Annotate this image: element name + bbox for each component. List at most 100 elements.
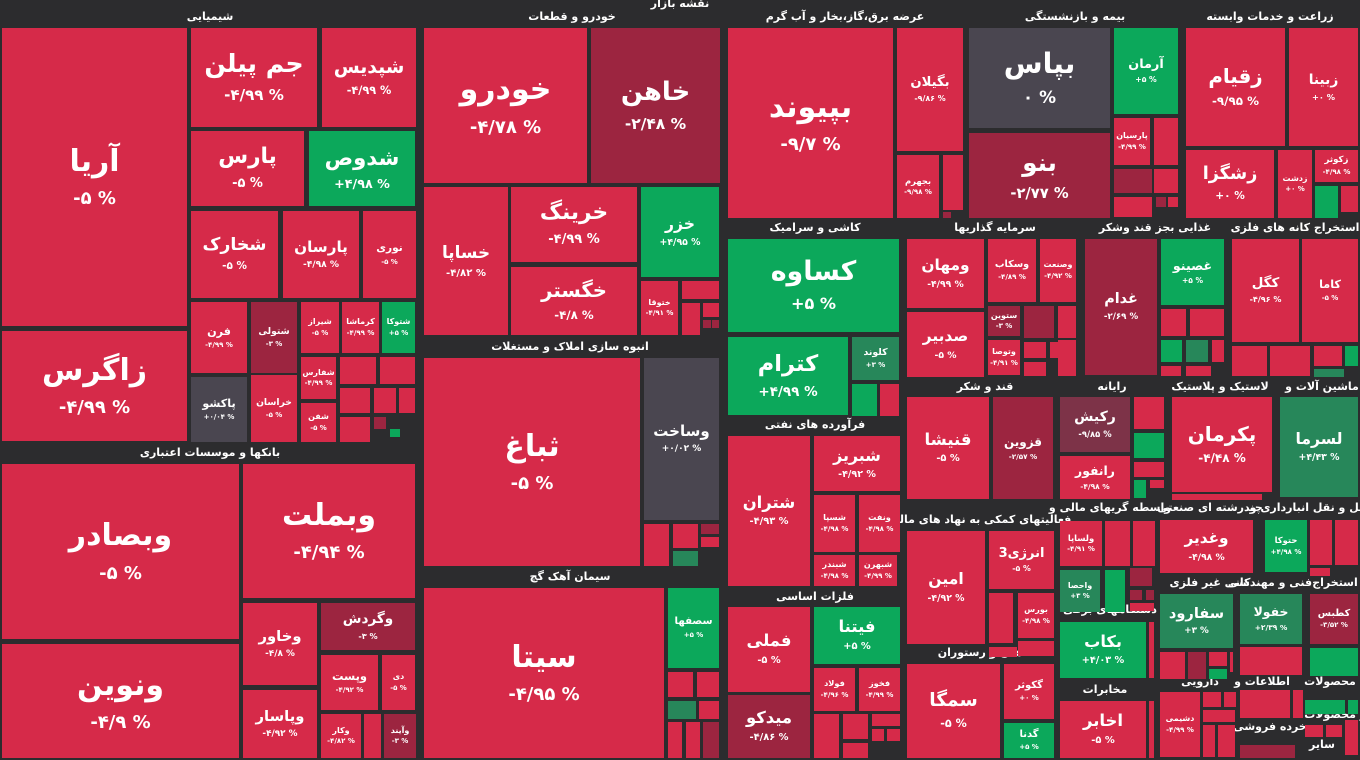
stock-tile-small[interactable] (1348, 700, 1358, 714)
stock-tile[interactable]: آریا -۵ % (2, 28, 187, 326)
stock-tile[interactable]: پارس -۵ % (191, 131, 304, 206)
stock-tile[interactable]: خفولا +۲/۳۹ % (1240, 594, 1302, 644)
stock-tile-small[interactable] (390, 429, 400, 437)
stock-tile-small[interactable] (1161, 366, 1181, 376)
stock-tile[interactable]: امین -۴/۹۲ % (907, 531, 985, 644)
stock-tile[interactable]: زبینا +۰ % (1289, 28, 1358, 146)
stock-tile[interactable]: لسرما +۴/۴۳ % (1280, 397, 1358, 497)
stock-tile[interactable]: وخاور -۴/۸ % (243, 603, 317, 685)
stock-tile-small[interactable] (1134, 397, 1164, 429)
stock-tile-small[interactable] (1114, 169, 1152, 193)
stock-tile-small[interactable] (1024, 362, 1046, 376)
stock-tile-small[interactable] (1134, 480, 1146, 498)
stock-tile[interactable]: وسکاب -۴/۸۹ % (988, 239, 1036, 302)
stock-tile[interactable]: کلوند +۳ % (852, 337, 899, 380)
stock-tile[interactable]: ولساپا -۴/۹۱ % (1060, 521, 1102, 566)
stock-tile[interactable]: ونوین -۴/۹ % (2, 644, 239, 758)
stock-tile[interactable]: شفن -۵ % (301, 403, 336, 442)
stock-tile-small[interactable] (1203, 692, 1221, 707)
stock-tile-small[interactable] (1134, 433, 1164, 458)
stock-tile[interactable]: رانفور -۴/۹۸ % (1060, 456, 1130, 499)
stock-tile[interactable]: حتوکا +۴/۹۸ % (1265, 520, 1307, 572)
stock-tile[interactable]: غصینو +۵ % (1161, 239, 1224, 305)
stock-tile-small[interactable] (1224, 692, 1236, 707)
stock-tile[interactable]: خودرو -۴/۷۸ % (424, 28, 587, 183)
stock-tile[interactable]: شدوص +۴/۹۸ % (309, 131, 415, 206)
stock-tile[interactable]: وصنعت -۴/۹۲ % (1040, 239, 1076, 302)
stock-tile[interactable]: کساوه +۵ % (728, 239, 899, 332)
stock-tile-small[interactable] (1310, 568, 1330, 576)
stock-tile-small[interactable] (1154, 169, 1178, 193)
stock-tile-small[interactable] (1240, 647, 1302, 675)
stock-tile[interactable]: میدکو -۴/۸۶ % (728, 695, 810, 758)
stock-tile[interactable]: سصفها +۵ % (668, 588, 719, 668)
stock-tile[interactable]: وکار -۴/۸۲ % (321, 714, 361, 758)
stock-tile-small[interactable] (1105, 521, 1130, 566)
stock-tile[interactable]: گدنا +۵ % (1004, 723, 1054, 758)
stock-tile-small[interactable] (374, 417, 386, 429)
stock-tile[interactable]: ختوقا -۴/۹۱ % (641, 281, 678, 335)
stock-tile-small[interactable] (1161, 340, 1182, 362)
stock-tile-small[interactable] (887, 729, 900, 741)
stock-tile[interactable]: بگیلان -۹/۸۶ % (897, 28, 963, 151)
stock-tile[interactable]: شبریز -۴/۹۲ % (814, 436, 900, 491)
stock-tile[interactable]: خزر +۴/۹۵ % (641, 187, 719, 277)
stock-tile-small[interactable] (703, 303, 719, 317)
stock-tile-small[interactable] (843, 743, 868, 758)
stock-tile[interactable]: صدبیر -۵ % (907, 312, 984, 377)
stock-tile[interactable]: فرن -۴/۹۹ % (191, 302, 247, 373)
stock-tile-small[interactable] (1105, 570, 1125, 612)
stock-tile-small[interactable] (1209, 669, 1227, 679)
stock-tile-small[interactable] (697, 672, 719, 697)
stock-tile[interactable]: وتوصا -۴/۹۱ % (988, 340, 1020, 375)
stock-tile-small[interactable] (1150, 480, 1164, 488)
stock-tile[interactable]: زقیام -۹/۹۵ % (1186, 28, 1285, 146)
stock-tile-small[interactable] (1232, 346, 1267, 376)
stock-tile-small[interactable] (1310, 520, 1332, 565)
stock-tile-small[interactable] (1172, 494, 1262, 500)
stock-tile[interactable]: واحصا +۳ % (1060, 570, 1100, 612)
stock-tile-small[interactable] (701, 524, 719, 534)
stock-tile-small[interactable] (872, 729, 884, 741)
stock-tile-small[interactable] (1024, 306, 1054, 338)
stock-tile-small[interactable] (686, 722, 700, 758)
stock-tile[interactable]: فخوز -۴/۹۹ % (859, 668, 900, 711)
stock-tile[interactable]: وپاسار -۴/۹۲ % (243, 690, 317, 758)
stock-tile[interactable]: شتولی -۳ % (251, 302, 297, 373)
stock-tile-small[interactable] (1240, 690, 1290, 718)
stock-tile-small[interactable] (1018, 641, 1054, 656)
stock-tile[interactable]: بورس -۴/۹۸ % (1018, 593, 1054, 638)
stock-tile[interactable]: پکرمان -۴/۴۸ % (1172, 397, 1272, 492)
stock-tile-small[interactable] (1335, 520, 1358, 565)
stock-tile-small[interactable] (673, 524, 698, 548)
stock-tile-small[interactable] (1186, 340, 1208, 362)
stock-tile-small[interactable] (1305, 725, 1323, 737)
stock-tile[interactable]: گکوثر +۰ % (1004, 664, 1054, 719)
stock-tile-small[interactable] (673, 551, 698, 566)
stock-tile[interactable]: ستوین -۳ % (988, 306, 1020, 336)
stock-tile-small[interactable] (1149, 622, 1154, 678)
stock-tile-small[interactable] (682, 281, 719, 299)
stock-tile-small[interactable] (1203, 710, 1235, 722)
stock-tile-small[interactable] (852, 384, 877, 416)
stock-tile[interactable]: شفارس -۴/۹۹ % (301, 357, 336, 399)
stock-tile-small[interactable] (1212, 340, 1224, 362)
stock-tile[interactable]: شیراز -۵ % (301, 302, 339, 353)
stock-tile-small[interactable] (668, 701, 696, 719)
stock-tile[interactable]: سیتا -۴/۹۵ % (424, 588, 664, 758)
stock-tile-small[interactable] (399, 388, 415, 413)
stock-tile-small[interactable] (989, 593, 1013, 643)
stock-tile[interactable]: خگستر -۴/۸ % (511, 267, 637, 335)
stock-tile[interactable]: شتوکا +۵ % (382, 302, 415, 353)
stock-tile-small[interactable] (668, 672, 693, 697)
stock-tile[interactable]: بنو -۲/۷۷ % (969, 133, 1110, 218)
stock-tile-small[interactable] (703, 320, 711, 328)
stock-tile[interactable]: زدشت +۰ % (1278, 150, 1312, 218)
stock-tile[interactable]: فملی -۵ % (728, 607, 810, 692)
stock-tile[interactable]: غدام -۲/۶۹ % (1085, 239, 1157, 375)
stock-tile[interactable]: بپاس ۰ % (969, 28, 1110, 128)
stock-tile[interactable]: پارسیان -۴/۹۹ % (1114, 118, 1150, 165)
stock-tile-small[interactable] (1326, 725, 1342, 737)
stock-tile-small[interactable] (943, 212, 951, 218)
stock-tile[interactable]: کطبس -۳/۵۲ % (1310, 594, 1358, 644)
